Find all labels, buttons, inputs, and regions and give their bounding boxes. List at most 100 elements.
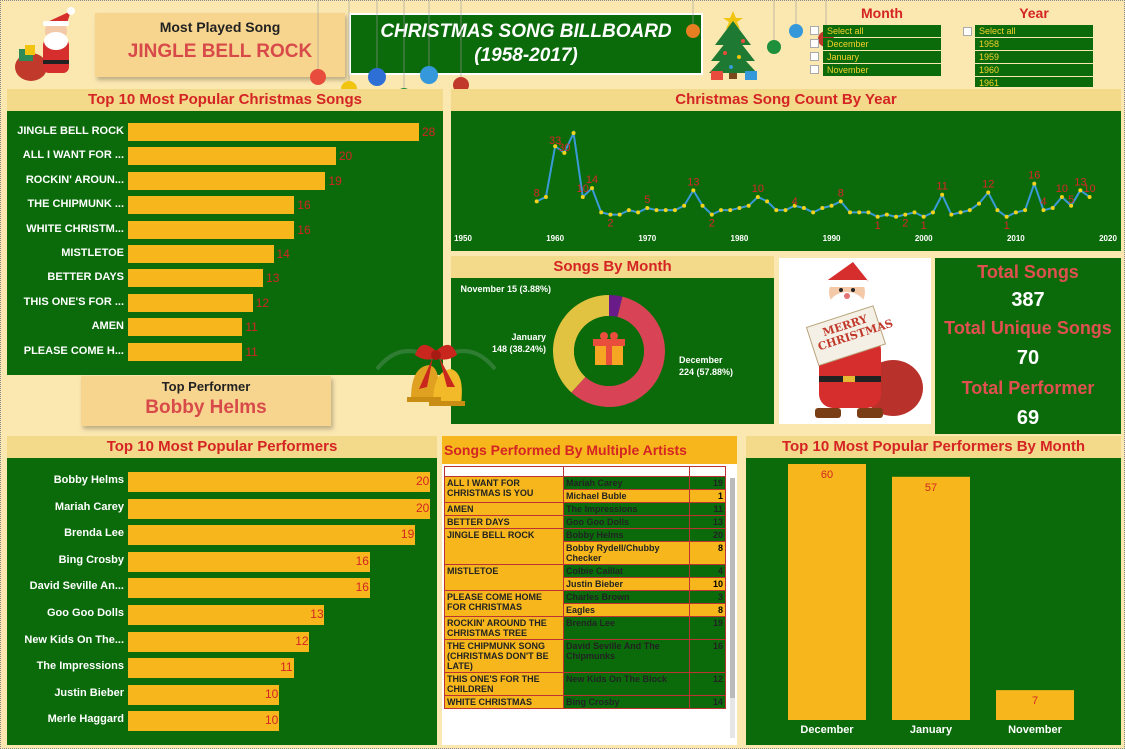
data-point[interactable] [1041, 208, 1046, 213]
data-point[interactable] [719, 208, 723, 213]
data-point[interactable] [1032, 181, 1037, 186]
table-row[interactable]: AMEN The Impressions 11 [444, 502, 726, 516]
checkbox-icon[interactable] [810, 65, 819, 74]
scrollbar-thumb[interactable] [730, 478, 735, 698]
data-point[interactable] [995, 208, 1000, 213]
table-row[interactable]: PLEASE COME HOME FOR CHRISTMAS Charles Br… [444, 590, 726, 617]
table-row[interactable]: THIS ONE'S FOR THE CHILDREN New Kids On T… [444, 672, 726, 696]
data-point[interactable] [755, 194, 760, 199]
data-point[interactable] [774, 208, 779, 213]
bar[interactable] [128, 684, 279, 705]
year-option[interactable]: 1958 [975, 38, 1093, 50]
data-point[interactable] [866, 210, 871, 215]
month-option-january[interactable]: January [810, 51, 941, 63]
data-point[interactable] [608, 212, 613, 217]
data-point[interactable] [765, 199, 770, 204]
data-point[interactable] [1078, 188, 1083, 193]
table-row[interactable]: MISTLETOE Colbie Caillat 4 [444, 564, 726, 591]
donut-slice[interactable] [553, 295, 609, 393]
data-point[interactable] [691, 188, 696, 193]
data-point[interactable] [884, 212, 889, 217]
bar[interactable] [128, 342, 243, 361]
data-point[interactable] [571, 131, 576, 135]
month-option-november[interactable]: November [810, 64, 941, 76]
data-point[interactable] [958, 210, 963, 215]
month-option-december[interactable]: December [810, 38, 941, 50]
bar[interactable] [128, 269, 264, 288]
data-point[interactable] [801, 205, 806, 210]
data-point[interactable] [645, 205, 650, 210]
table-row[interactable]: THE CHIPMUNK SONG (CHRISTMAS DON'T BE LA… [444, 639, 726, 673]
bar[interactable] [128, 147, 336, 166]
data-point[interactable] [580, 194, 585, 199]
data-point[interactable] [626, 208, 631, 213]
data-point[interactable] [1069, 203, 1074, 208]
data-point[interactable] [562, 150, 567, 155]
checkbox-icon[interactable] [810, 52, 819, 61]
data-point[interactable] [599, 210, 604, 215]
bar[interactable] [128, 498, 430, 519]
data-point[interactable] [617, 212, 622, 217]
data-point[interactable] [921, 214, 926, 219]
data-point[interactable] [672, 208, 677, 213]
data-point[interactable] [1004, 214, 1009, 219]
data-point[interactable] [728, 208, 733, 213]
data-point[interactable] [746, 203, 751, 208]
data-point[interactable] [820, 205, 825, 210]
data-point[interactable] [949, 212, 954, 217]
data-point[interactable] [875, 214, 880, 219]
bar[interactable] [128, 220, 295, 239]
table-row[interactable]: Bobby Rydell/Chubby Checker 8 [445, 541, 726, 565]
bar[interactable] [128, 123, 419, 141]
data-point[interactable] [1050, 205, 1055, 210]
year-option[interactable]: 1961 [975, 77, 1093, 87]
table-row[interactable]: ALL I WANT FOR CHRISTMAS IS YOU Mariah Ca… [444, 476, 726, 503]
data-point[interactable] [1059, 194, 1064, 199]
year-option[interactable]: 1959 [975, 51, 1093, 63]
data-point[interactable] [940, 192, 945, 197]
table-row[interactable]: ROCKIN' AROUND THE CHRISTMAS TREE Brenda … [444, 616, 726, 640]
data-point[interactable] [829, 203, 834, 208]
bar[interactable] [128, 472, 430, 492]
table-row[interactable]: WHITE CHRISTMAS Bing Crosby 14 [444, 695, 726, 709]
donut-slice[interactable] [609, 295, 623, 318]
data-point[interactable] [811, 210, 816, 215]
data-point[interactable] [783, 208, 788, 213]
bar[interactable] [128, 245, 274, 263]
data-point[interactable] [682, 203, 687, 208]
data-point[interactable] [838, 199, 843, 204]
bar[interactable] [128, 551, 370, 572]
year-option[interactable]: 1960 [975, 64, 1093, 76]
data-point[interactable] [543, 194, 548, 199]
data-point[interactable] [977, 201, 981, 206]
data-point[interactable] [848, 210, 852, 215]
data-point[interactable] [553, 144, 558, 149]
data-point[interactable] [590, 186, 594, 191]
table-row[interactable]: JINGLE BELL ROCK Bobby Helms 20 [444, 528, 726, 565]
month-bar[interactable] [788, 464, 866, 720]
checkbox-icon[interactable] [810, 39, 819, 48]
bar[interactable] [128, 658, 295, 679]
year-option-all[interactable]: Select all [975, 25, 1093, 37]
table-row[interactable]: BETTER DAYS Goo Goo Dolls 13 [444, 515, 726, 529]
bar[interactable] [128, 171, 326, 190]
data-point[interactable] [663, 208, 668, 213]
bar[interactable] [128, 711, 279, 732]
data-point[interactable] [654, 208, 659, 213]
data-point[interactable] [1023, 208, 1028, 213]
data-point[interactable] [986, 190, 991, 195]
data-point[interactable] [912, 210, 917, 215]
data-point[interactable] [967, 208, 972, 213]
month-option-all[interactable]: Select all [810, 25, 941, 37]
month-bar[interactable] [996, 690, 1074, 720]
year-slicer[interactable]: Year Select all 1958 1959 1960 1961 [975, 5, 1093, 87]
month-bar[interactable] [892, 476, 970, 720]
data-point[interactable] [792, 203, 797, 208]
table-scrollbar[interactable] [730, 478, 735, 738]
data-point[interactable] [903, 212, 908, 217]
data-point[interactable] [930, 210, 935, 215]
month-slicer[interactable]: Month Select all December January Novemb… [810, 5, 941, 85]
checkbox-icon[interactable] [810, 26, 819, 35]
data-point[interactable] [636, 210, 641, 215]
data-point[interactable] [534, 199, 539, 204]
